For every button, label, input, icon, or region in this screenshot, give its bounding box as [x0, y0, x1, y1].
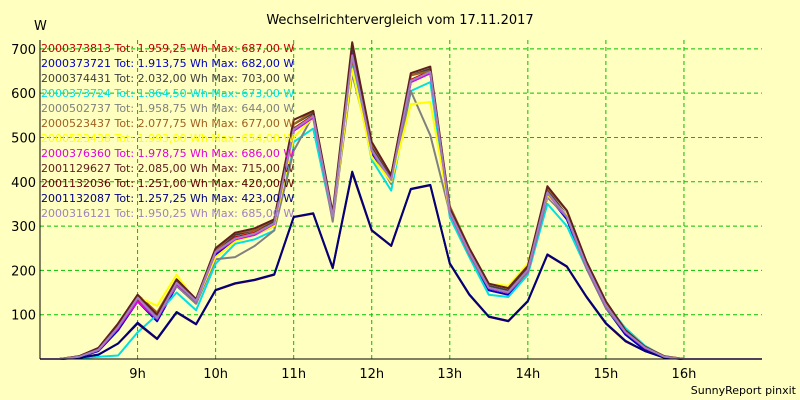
legend-entry-2001132036: 2001132036 Tot: 1.251,00 Wh Max: 420,00 …: [41, 177, 294, 190]
x-tick-label: 12h: [359, 367, 384, 382]
y-tick-label: 300: [11, 220, 36, 235]
x-tick-label: 10h: [203, 367, 228, 382]
legend-entry-2000523437: 2000523437 Tot: 2.077,75 Wh Max: 677,00 …: [41, 117, 294, 130]
legend-entry-2000316121: 2000316121 Tot: 1.950,25 Wh Max: 685,00 …: [41, 207, 294, 220]
series-line-2000316121: [40, 54, 762, 360]
x-tick-label: 14h: [515, 367, 540, 382]
legend-entry-2000373724: 2000373724 Tot: 1.864,50 Wh Max: 673,00 …: [41, 87, 294, 100]
legend-entry-2000376360: 2000376360 Tot: 1.978,75 Wh Max: 686,00 …: [41, 147, 294, 160]
legend: 2000373813 Tot: 1.959,25 Wh Max: 687,00 …: [41, 42, 294, 220]
y-tick-label: 200: [11, 264, 36, 279]
y-tick-label: 100: [11, 309, 36, 324]
axes: 100 200 300 400 500 600 700 9h 10h 11h 12h 13h 14h 15…: [11, 40, 762, 382]
series-line-2001132087: [40, 170, 762, 360]
legend-entry-2000502737: 2000502737 Tot: 1.958,75 Wh Max: 644,00 …: [41, 102, 294, 115]
y-tick-label: 700: [11, 43, 36, 58]
x-tick-label: 13h: [437, 367, 462, 382]
legend-entry-2000374431: 2000374431 Tot: 2.032,00 Wh Max: 703,00 …: [41, 72, 294, 85]
x-tick-label: 11h: [281, 367, 306, 382]
legend-entry-2000373813: 2000373813 Tot: 1.959,25 Wh Max: 687,00 …: [41, 42, 294, 55]
y-axis-unit-label: W: [34, 19, 47, 34]
y-tick-label: 600: [11, 87, 36, 102]
series-lines: [40, 41, 762, 360]
y-tick-label: 400: [11, 176, 36, 191]
x-tick-label: 16h: [672, 367, 697, 382]
footer-credit: SunnyReport pinxit: [691, 384, 797, 397]
x-tick-label: 9h: [129, 367, 146, 382]
legend-entry-2000523438: 2000523438 Tot: 1.993,00 Wh Max: 654,00 …: [41, 132, 294, 145]
chart-title: Wechselrichtervergleich vom 17.11.2017: [266, 13, 533, 28]
legend-entry-2001129627: 2001129627 Tot: 2.085,00 Wh Max: 715,00 …: [41, 162, 294, 175]
y-tick-label: 500: [11, 131, 36, 146]
legend-entry-2001132087: 2001132087 Tot: 1.257,25 Wh Max: 423,00 …: [41, 192, 294, 205]
legend-entry-2000373721: 2000373721 Tot: 1.913,75 Wh Max: 682,00 …: [41, 57, 294, 70]
x-tick-label: 15h: [594, 367, 619, 382]
